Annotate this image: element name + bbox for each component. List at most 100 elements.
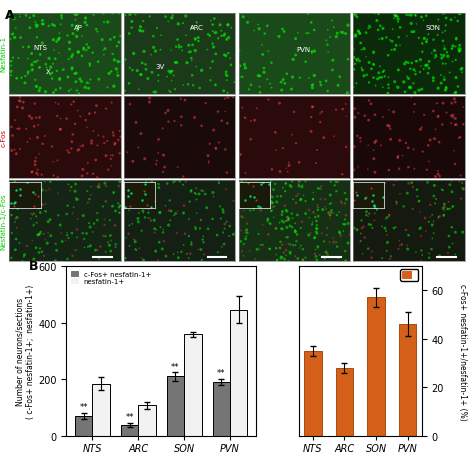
Point <box>384 52 392 60</box>
Point <box>305 30 312 38</box>
Point <box>368 182 375 190</box>
Point <box>291 227 299 234</box>
Point <box>286 223 294 230</box>
Point <box>74 23 82 31</box>
Point <box>351 61 359 68</box>
Point <box>198 257 206 264</box>
Point <box>285 241 292 248</box>
Point <box>65 150 73 157</box>
Point <box>188 58 196 65</box>
Point <box>439 30 447 37</box>
Point <box>276 219 283 227</box>
Text: **: ** <box>80 402 88 411</box>
Point <box>177 123 185 130</box>
Point <box>78 173 86 180</box>
Point <box>191 35 199 43</box>
Point <box>154 257 162 264</box>
Point <box>222 186 229 194</box>
Point <box>102 248 109 256</box>
Text: A: A <box>5 9 14 22</box>
Point <box>79 143 87 150</box>
Point <box>179 20 187 28</box>
Point <box>357 139 365 146</box>
Point <box>205 158 213 166</box>
Point <box>419 49 426 56</box>
Point <box>161 164 168 171</box>
Point <box>26 25 34 32</box>
Point <box>358 217 365 224</box>
Point <box>220 88 228 95</box>
Point <box>253 190 260 198</box>
Point <box>78 53 86 61</box>
Point <box>173 44 180 51</box>
Point <box>442 85 450 93</box>
Point <box>284 168 292 176</box>
Point <box>239 214 246 222</box>
Point <box>65 235 73 242</box>
Point <box>16 14 24 21</box>
Point <box>400 79 408 86</box>
Point <box>328 200 335 207</box>
Point <box>263 197 271 204</box>
Point <box>316 111 324 118</box>
Point <box>394 67 402 74</box>
Point <box>378 74 385 82</box>
Point <box>365 117 373 124</box>
Point <box>407 84 414 92</box>
Point <box>10 16 18 23</box>
Point <box>47 233 55 240</box>
Point <box>363 212 370 219</box>
Point <box>82 15 89 22</box>
Point <box>324 88 331 95</box>
Point <box>125 31 133 38</box>
Point <box>331 182 338 190</box>
Point <box>155 136 162 144</box>
Point <box>255 73 262 80</box>
Point <box>370 75 377 82</box>
Point <box>54 113 61 120</box>
Point <box>253 106 261 113</box>
Point <box>200 188 208 195</box>
Point <box>302 178 310 185</box>
Point <box>303 30 310 38</box>
Point <box>286 251 294 258</box>
Point <box>279 26 286 34</box>
Point <box>186 198 193 206</box>
Point <box>225 35 232 42</box>
Point <box>434 85 442 93</box>
Point <box>18 258 26 265</box>
Point <box>198 187 206 195</box>
Point <box>74 216 82 224</box>
Point <box>245 87 253 94</box>
Point <box>114 59 122 66</box>
Point <box>39 202 46 209</box>
Point <box>93 210 101 217</box>
Point <box>289 56 297 64</box>
Point <box>235 224 243 232</box>
Point <box>220 241 228 248</box>
Point <box>89 171 97 178</box>
Point <box>282 247 290 254</box>
Point <box>13 224 20 232</box>
Point <box>223 77 230 84</box>
Point <box>36 115 43 122</box>
Point <box>15 55 22 62</box>
Point <box>128 25 136 32</box>
Point <box>442 22 449 30</box>
Point <box>299 256 307 263</box>
Point <box>272 147 280 155</box>
Point <box>205 160 212 168</box>
Point <box>82 84 89 92</box>
Point <box>439 205 447 212</box>
Point <box>339 228 347 235</box>
Point <box>320 253 328 261</box>
Point <box>310 48 318 56</box>
Point <box>71 71 79 78</box>
Point <box>452 122 460 129</box>
Point <box>341 216 349 224</box>
Point <box>373 207 381 214</box>
Point <box>204 32 212 39</box>
Point <box>458 180 466 187</box>
Point <box>200 239 207 246</box>
Point <box>64 33 71 40</box>
